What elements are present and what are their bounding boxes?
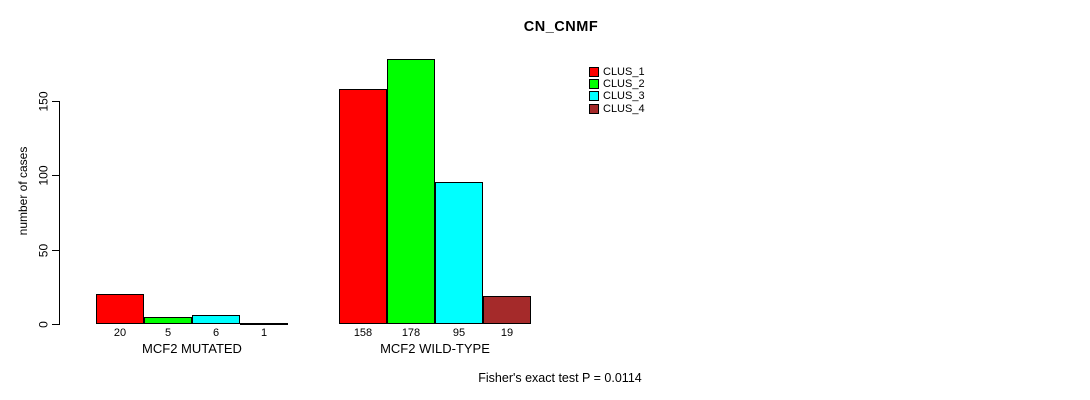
- legend-item-clus_3: CLUS_3: [589, 90, 659, 102]
- legend-label: CLUS_3: [603, 90, 645, 102]
- y-tick: [52, 175, 60, 176]
- legend-label: CLUS_1: [603, 66, 645, 78]
- y-tick-label: 50: [36, 243, 51, 258]
- legend-item-clus_4: CLUS_4: [589, 103, 659, 115]
- legend-swatch-icon: [589, 91, 599, 101]
- bar-clus_1-wild-type: [339, 89, 387, 324]
- y-axis-line: [59, 100, 60, 325]
- y-tick: [52, 250, 60, 251]
- y-tick-label: 0: [36, 321, 51, 328]
- bar-clus_2-wild-type: [387, 59, 435, 324]
- legend-item-clus_2: CLUS_2: [589, 78, 659, 90]
- y-tick-label: 150: [36, 91, 51, 112]
- bar-value-label: 6: [212, 327, 220, 339]
- bar-value-label: 19: [500, 327, 514, 339]
- legend-label: CLUS_4: [603, 103, 645, 115]
- legend-label: CLUS_2: [603, 78, 645, 90]
- legend-swatch-icon: [589, 79, 599, 89]
- legend-swatch-icon: [589, 67, 599, 77]
- category-label: MCF2 MUTATED: [142, 341, 242, 356]
- legend-swatch-icon: [589, 104, 599, 114]
- legend-item-clus_1: CLUS_1: [589, 66, 659, 78]
- bar-value-label: 95: [452, 327, 466, 339]
- bar-clus_1-mutated: [96, 294, 144, 324]
- chart-title: CN_CNMF: [523, 19, 599, 35]
- bar-value-label: 178: [401, 327, 421, 339]
- bar-value-label: 20: [113, 327, 127, 339]
- bar-value-label: 1: [260, 327, 268, 339]
- bar-clus_3-mutated: [192, 315, 240, 324]
- y-tick-label: 100: [36, 165, 51, 186]
- annotation-fisher-test: Fisher's exact test P = 0.0114: [478, 371, 642, 385]
- bar-value-label: 158: [353, 327, 373, 339]
- bar-clus_2-mutated: [144, 317, 192, 324]
- category-label: MCF2 WILD-TYPE: [380, 341, 490, 356]
- y-tick: [52, 101, 60, 102]
- bar-clus_3-wild-type: [435, 182, 483, 324]
- bar-clus_4-mutated: [240, 323, 288, 325]
- y-tick: [52, 324, 60, 325]
- bar-clus_4-wild-type: [483, 296, 531, 324]
- bar-value-label: 5: [164, 327, 172, 339]
- y-axis-label: number of cases: [16, 146, 30, 236]
